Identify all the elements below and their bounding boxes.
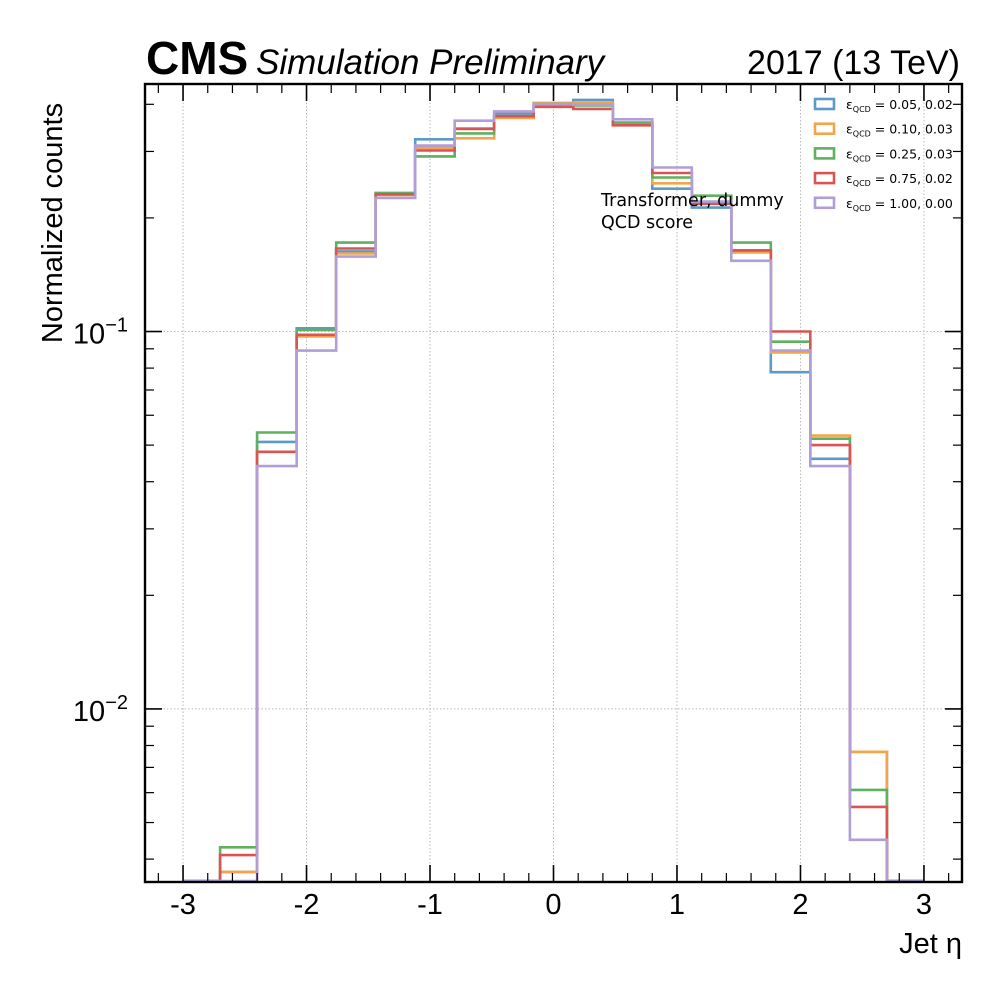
- y-tick-label: 10−1: [73, 315, 128, 351]
- y-axis-label: Normalized counts: [37, 103, 69, 343]
- legend-swatch: [813, 147, 836, 160]
- x-tick-label: 3: [916, 889, 932, 921]
- axis-ticks: [146, 85, 961, 881]
- grid-lines: [146, 85, 961, 881]
- histogram-series: [183, 98, 924, 883]
- histogram-series-5: [183, 103, 924, 883]
- x-tick-label: 0: [545, 889, 561, 921]
- y-tick-labels: 10−2 10−1: [73, 315, 128, 728]
- plot-frame: [143, 82, 964, 884]
- histogram-series-4: [183, 105, 924, 883]
- y-tick-label: 10−2: [73, 692, 128, 728]
- legend-swatch: [813, 122, 836, 135]
- x-tick-label: -3: [170, 889, 196, 921]
- annotation-line-2: QCD score: [601, 213, 693, 233]
- x-axis-label: Jet η: [899, 928, 962, 960]
- legend: εQCD = 0.05, 0.02 εQCD = 0.10, 0.03 εQCD =…: [813, 97, 953, 213]
- legend-swatch: [813, 196, 836, 210]
- legend-entry: εQCD = 0.75, 0.02: [846, 171, 953, 188]
- legend-entry: εQCD = 1.00, 0.00: [846, 196, 953, 213]
- legend-swatch: [813, 171, 836, 185]
- legend-entry: εQCD = 0.25, 0.03: [846, 146, 953, 163]
- x-tick-label: -2: [294, 889, 320, 921]
- simulation-label: Simulation Preliminary: [256, 43, 607, 82]
- legend-entry: εQCD = 0.05, 0.02: [846, 97, 953, 114]
- x-tick-label: -1: [417, 889, 443, 921]
- x-tick-label: 2: [792, 889, 808, 921]
- x-tick-label: 1: [669, 889, 685, 921]
- x-tick-labels: -3 -2 -1 0 1 2 3: [170, 889, 932, 921]
- legend-entry: εQCD = 0.10, 0.03: [846, 122, 953, 139]
- cms-label: CMS: [146, 32, 248, 84]
- legend-swatch: [813, 97, 836, 111]
- lumi-label: 2017 (13 TeV): [747, 44, 960, 82]
- annotation-line-1: Transformer, dummy: [600, 191, 784, 211]
- histogram-series-1: [183, 98, 924, 883]
